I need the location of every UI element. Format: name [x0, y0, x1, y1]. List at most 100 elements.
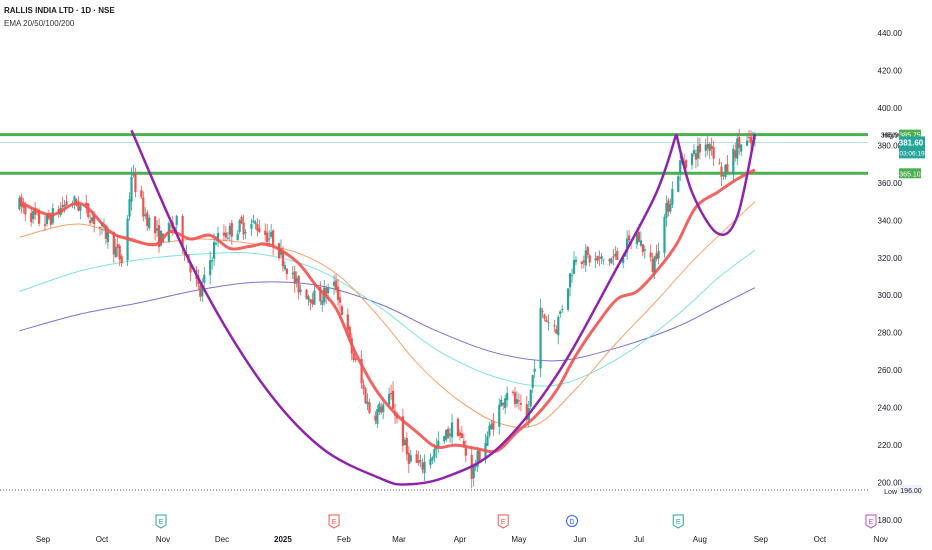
candle-body	[114, 247, 117, 258]
candle-body	[449, 433, 452, 436]
candle-body	[600, 256, 603, 260]
candle-body	[572, 259, 576, 274]
candle-body	[462, 440, 465, 446]
x-axis-tick-label: Feb	[337, 535, 351, 544]
candle-body	[437, 440, 440, 448]
candle-body	[201, 284, 204, 297]
candle-body	[256, 224, 259, 231]
candle-body	[352, 353, 355, 360]
candle-body	[517, 400, 521, 402]
candle-body	[417, 459, 420, 464]
candle-body	[132, 173, 135, 176]
candle-body	[488, 425, 491, 436]
candle-body	[519, 403, 522, 405]
candle-body	[745, 140, 749, 146]
candle-body	[254, 222, 257, 224]
candle-body	[433, 448, 436, 458]
candle-body	[515, 399, 519, 404]
candle-body	[635, 233, 639, 245]
candle-body	[458, 432, 462, 436]
candle-body	[264, 230, 267, 235]
candle-body	[120, 256, 123, 264]
candle-body	[332, 281, 336, 286]
candle-body	[89, 220, 92, 224]
candle-body	[450, 422, 454, 438]
candle-body	[189, 263, 192, 273]
level-mid-value: 365.10	[899, 171, 921, 178]
candle-body	[500, 399, 503, 407]
candle-body	[557, 316, 560, 336]
candle-body	[293, 271, 296, 284]
candle-body	[199, 285, 202, 297]
candle-body	[230, 222, 233, 237]
candle-body	[541, 311, 544, 313]
candle-body	[226, 237, 229, 239]
candle-body	[419, 460, 422, 462]
y-axis-tick-label: 240.00	[878, 404, 903, 413]
y-axis-tick-label: 440.00	[878, 29, 903, 38]
candle-body	[334, 280, 338, 290]
candle-body	[602, 259, 605, 261]
x-axis-tick-label: Aug	[693, 535, 707, 544]
candle-body	[73, 196, 76, 202]
candle-body	[749, 136, 753, 144]
candle-body	[346, 314, 349, 330]
candle-body	[616, 251, 619, 260]
y-axis-tick-label: 420.00	[878, 66, 903, 75]
candle-body	[307, 296, 310, 300]
candle-body	[142, 197, 145, 217]
candle-body	[144, 214, 147, 217]
handle-pattern-curve	[675, 133, 757, 237]
candle-body	[598, 257, 601, 259]
candle-body	[747, 137, 751, 139]
candle-body	[118, 245, 121, 260]
y-axis-tick-label: 380.00	[878, 141, 903, 150]
candle-body	[305, 289, 308, 299]
candle-body	[431, 457, 434, 461]
candle-body	[295, 278, 298, 282]
x-axis-tick-label: May	[511, 535, 526, 544]
cup-pattern-curve	[130, 129, 678, 486]
candle-body	[211, 260, 214, 262]
low-label: Low	[884, 489, 898, 496]
candle-body	[447, 428, 450, 438]
event-marker-letter: D	[570, 519, 575, 526]
candle-body	[382, 404, 385, 412]
candle-body	[106, 232, 109, 243]
candle-body	[374, 415, 377, 421]
last-price-value: 381.60	[899, 138, 924, 147]
candle-body	[250, 223, 253, 229]
candle-body	[43, 224, 47, 226]
candle-body	[574, 259, 578, 262]
candle-body	[224, 232, 227, 238]
candle-body	[242, 222, 245, 235]
candle-body	[529, 389, 532, 407]
candle-body	[655, 253, 658, 260]
x-axis-tick-label: Sep	[754, 535, 769, 544]
candle-body	[258, 228, 261, 233]
candle-body	[445, 429, 448, 440]
x-axis-tick-label: Jun	[573, 535, 586, 544]
candle-body	[45, 214, 49, 225]
candle-body	[421, 462, 424, 470]
candle-body	[627, 235, 631, 241]
candle-body	[696, 145, 699, 159]
y-axis-tick-label: 180.00	[878, 516, 903, 525]
candle-body	[588, 255, 591, 263]
candle-body	[415, 454, 418, 463]
candle-body	[283, 265, 286, 270]
candle-body	[376, 409, 379, 424]
candle-body	[270, 232, 273, 237]
candle-body	[313, 290, 316, 305]
candle-body	[155, 228, 159, 231]
candle-body	[708, 143, 711, 151]
x-axis-tick-label: 2025	[274, 535, 292, 544]
candle-body	[285, 268, 288, 274]
candle-body	[157, 225, 161, 248]
candle-body	[692, 150, 696, 155]
candle-body	[409, 455, 412, 462]
candle-body	[639, 240, 642, 246]
candle-body	[704, 144, 707, 151]
candle-body	[511, 391, 515, 393]
